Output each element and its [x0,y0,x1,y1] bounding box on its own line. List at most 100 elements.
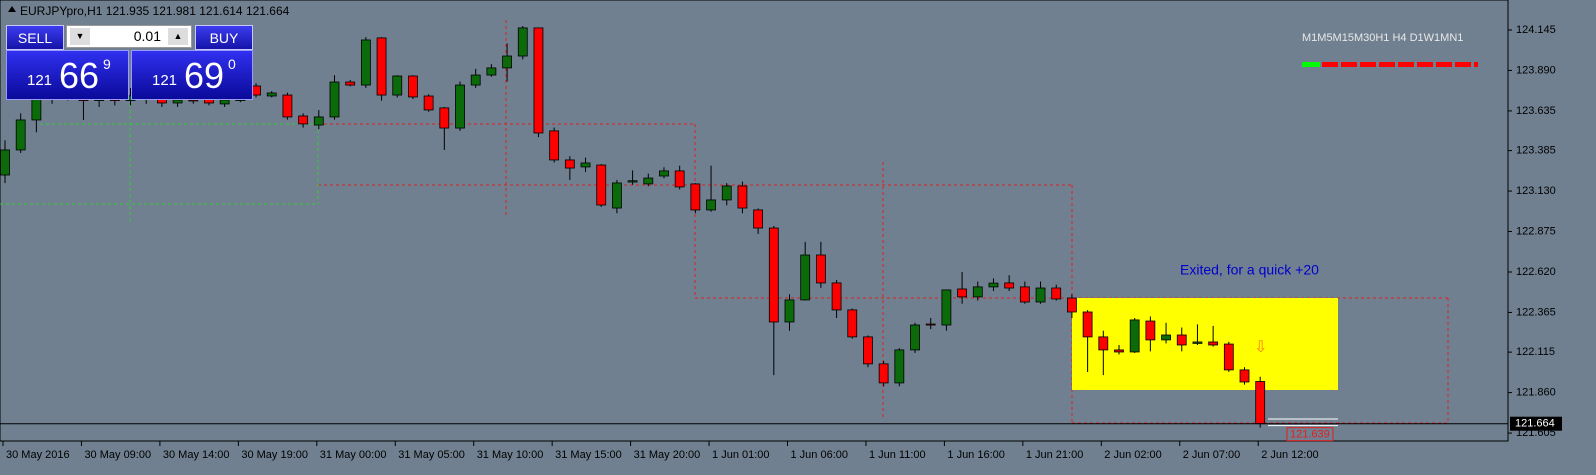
candle-body [941,289,952,326]
collapse-icon [8,6,16,12]
candle-body [1145,320,1156,341]
candle-body [1082,311,1093,338]
candle-body [392,75,403,96]
candle-body [972,286,983,298]
x-tick-label: 31 May 20:00 [634,449,701,461]
candle-body [1192,341,1203,344]
candle-body [894,349,905,384]
y-tick-label: 122.620 [1516,266,1556,278]
x-tick-label: 31 May 15:00 [555,449,622,461]
candle-body [784,299,795,323]
y-tick-label: 121.860 [1516,387,1556,399]
candle-body [360,39,371,86]
candle-body [737,185,748,209]
candle-body [957,288,967,298]
candle-body [1098,336,1109,351]
lot-input[interactable]: ▼ 0.01 ▲ [66,25,192,48]
candle-body [659,170,669,177]
candle-body [988,282,999,288]
marked-level-box [1286,427,1334,442]
x-tick-label: 30 May 2016 [6,449,70,461]
x-tick-label: 30 May 19:00 [241,449,308,461]
candle-body [564,159,575,169]
candle-body [376,37,387,96]
x-tick-label: 30 May 09:00 [84,449,151,461]
x-tick-label: 1 Jun 06:00 [791,449,849,461]
candle-body [800,254,811,301]
x-tick-label: 31 May 10:00 [477,449,544,461]
candle-body [31,97,42,121]
timeframes: M1M5M15M30H1 H4 D1W1MN1 [1302,32,1463,44]
candle-body [329,81,340,118]
candle-body [266,92,277,97]
candle-body [1176,334,1187,346]
sell-button[interactable]: SELL [6,25,64,50]
candle-body [910,324,920,351]
x-tick-label: 30 May 14:00 [163,449,230,461]
candle-body [517,27,528,57]
signal-arrow: ⇩ [1254,339,1267,356]
candle-body [721,185,732,201]
price-main: 66 [59,55,100,96]
candle-body [1114,349,1124,353]
price-sup: 0 [228,56,236,72]
candle-body [1004,282,1015,289]
candle-body [282,94,293,118]
candle-body [768,227,779,323]
y-tick-label: 123.890 [1516,64,1556,76]
candle-body [847,309,858,338]
candle-body [408,75,418,98]
candle-body [502,55,512,69]
candle-body [643,177,654,185]
candle-body [878,363,889,384]
y-tick-label: 123.635 [1516,105,1556,117]
candle-body [674,170,685,188]
candle-body [596,164,607,206]
buy-price[interactable]: 121 69 0 [131,50,253,100]
y-tick-label: 122.875 [1516,225,1556,237]
current-price-box [1510,416,1562,431]
candle-body [1239,369,1250,383]
candle-body [612,182,622,209]
buy-button[interactable]: BUY [195,25,253,50]
timeframe-on [1302,62,1320,67]
candle-body [0,149,10,176]
candle-body [1067,297,1077,313]
highlight-box [1072,298,1338,390]
candle-body [486,67,497,76]
lot-down[interactable]: ▼ [70,28,90,45]
candle-body [1035,287,1046,303]
candle-body [580,162,591,168]
candle-body [439,107,450,129]
candle-body [188,99,199,102]
range-levels [0,98,319,222]
candle-body [219,99,230,105]
x-tick-label: 31 May 05:00 [398,449,465,461]
candle-body [1223,343,1234,371]
candle-body [1161,334,1171,341]
x-tick-label: 31 May 00:00 [320,449,387,461]
candle-body [15,119,26,151]
candle-body [423,95,434,111]
candle-body [925,323,936,326]
x-tick-label: 1 Jun 01:00 [712,449,770,461]
candle-body [313,116,324,126]
candle-body [863,336,873,365]
candle-body [753,209,764,229]
x-tick-label: 2 Jun 07:00 [1183,449,1241,461]
candle-body [172,99,183,104]
sell-price[interactable]: 121 66 9 [6,50,129,100]
price-sup: 9 [103,56,111,72]
price-main: 69 [184,55,225,96]
candle-body [1129,319,1140,353]
candle-body [533,27,544,134]
annotation: Exited, for a quick +20 [1180,262,1319,278]
lot-up[interactable]: ▲ [168,28,188,45]
candle-body [455,84,465,129]
header: EURJPYpro,H1 121.935 121.981 121.614 121… [20,4,290,18]
price-big: 121 [152,72,178,89]
lot-value: 0.01 [133,28,161,44]
x-tick-label: 2 Jun 02:00 [1104,449,1162,461]
